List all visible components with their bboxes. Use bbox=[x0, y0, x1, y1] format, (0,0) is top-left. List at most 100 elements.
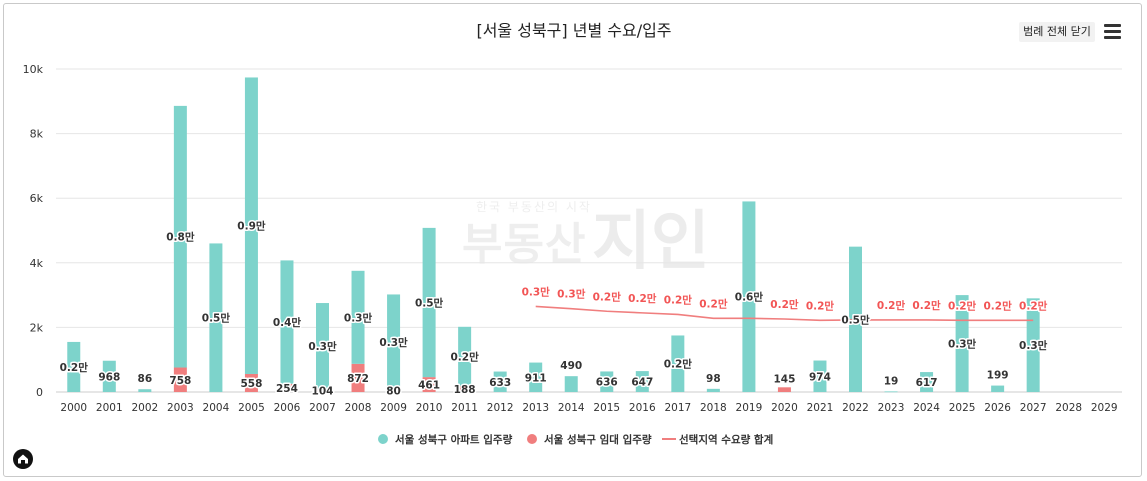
hamburger-menu-icon[interactable] bbox=[1104, 24, 1121, 40]
demand-value-label: 0.2만 bbox=[1019, 299, 1048, 312]
x-tick-label: 2007 bbox=[309, 402, 336, 414]
apartment-bar bbox=[351, 270, 365, 364]
apartment-value-label: 0.3만 bbox=[308, 340, 337, 353]
apartment-bar bbox=[671, 335, 685, 392]
demand-value-label: 0.2만 bbox=[699, 297, 728, 310]
rental-value-label: 558 bbox=[240, 378, 262, 390]
apartment-bar bbox=[955, 295, 969, 392]
rental-value-label: 188 bbox=[454, 384, 476, 396]
x-tick-label: 2005 bbox=[238, 402, 265, 414]
rental-bar bbox=[351, 363, 365, 392]
watermark-text: 부동산 bbox=[462, 219, 587, 270]
x-tick-label: 2003 bbox=[167, 402, 194, 414]
apartment-value-label: 490 bbox=[560, 360, 582, 372]
apartment-value-label: 86 bbox=[138, 373, 153, 385]
x-tick-label: 2026 bbox=[984, 402, 1011, 414]
x-tick-label: 2029 bbox=[1091, 402, 1118, 414]
apartment-value-label: 974 bbox=[809, 371, 831, 383]
apartment-bar bbox=[564, 376, 578, 392]
apartment-value-label: 0.6만 bbox=[735, 291, 764, 304]
x-tick-label: 2019 bbox=[736, 402, 763, 414]
apartment-value-label: 633 bbox=[489, 377, 511, 389]
x-tick-label: 2023 bbox=[878, 402, 905, 414]
axes: 0 2k 4k 6k 8k 10k 2000 2001 2002 2003 2004 2005 2006… bbox=[23, 63, 1118, 414]
apartment-bar bbox=[1026, 298, 1040, 392]
apartment-bar bbox=[884, 391, 898, 393]
y-tick-label: 10k bbox=[23, 63, 44, 76]
x-tick-label: 2004 bbox=[203, 402, 230, 414]
rental-bar bbox=[458, 385, 472, 392]
x-tick-label: 2008 bbox=[345, 402, 372, 414]
watermark-tagline: 한국 부동산의 시작 bbox=[476, 200, 592, 214]
apartment-value-label: 911 bbox=[525, 372, 547, 384]
rental-value-label: 254 bbox=[276, 383, 298, 395]
rental-value-label: 80 bbox=[386, 386, 401, 398]
apartment-bar bbox=[209, 243, 223, 392]
x-tick-label: 2027 bbox=[1020, 402, 1047, 414]
rental-bar bbox=[387, 389, 401, 392]
apartment-bar bbox=[387, 294, 401, 390]
demand-value-label: 0.2만 bbox=[593, 290, 622, 303]
y-tick-label: 0 bbox=[36, 386, 43, 399]
y-tick-label: 4k bbox=[30, 257, 44, 270]
apartment-bar bbox=[529, 362, 543, 392]
x-tick-label: 2012 bbox=[487, 402, 514, 414]
legend-marker bbox=[378, 434, 388, 444]
apartment-bar bbox=[244, 77, 258, 374]
apartment-value-label: 617 bbox=[916, 377, 938, 389]
demand-line-path bbox=[535, 305, 1034, 322]
bar-series bbox=[67, 77, 1040, 393]
apartment-value-label: 0.2만 bbox=[664, 358, 693, 371]
apartment-value-label: 0.5만 bbox=[841, 313, 870, 326]
x-tick-label: 2018 bbox=[700, 402, 727, 414]
grid-lines bbox=[56, 68, 1122, 393]
apartment-value-label: 647 bbox=[631, 377, 653, 389]
apartment-value-label: 636 bbox=[596, 377, 618, 389]
apartment-bar bbox=[173, 105, 187, 368]
x-tick-label: 2020 bbox=[771, 402, 798, 414]
x-tick-label: 2001 bbox=[96, 402, 123, 414]
x-tick-label: 2016 bbox=[629, 402, 656, 414]
x-tick-label: 2024 bbox=[913, 402, 940, 414]
apartment-bar bbox=[280, 260, 294, 384]
x-tick-label: 2025 bbox=[949, 402, 976, 414]
legend[interactable]: 서울 성북구 아파트 입주량 서울 성북구 임대 입주량 선택지역 수요량 합계 bbox=[378, 433, 773, 446]
apartment-bar bbox=[493, 371, 507, 392]
y-tick-label: 2k bbox=[30, 321, 44, 334]
chart-title: [서울 성북구] 년별 수요/입주 bbox=[476, 21, 671, 40]
rental-value-label: 145 bbox=[773, 373, 795, 385]
y-tick-label: 8k bbox=[30, 128, 44, 141]
apartment-bar bbox=[706, 388, 720, 392]
legend-item-label[interactable]: 서울 성북구 아파트 입주량 bbox=[395, 433, 513, 446]
x-tick-label: 2022 bbox=[842, 402, 869, 414]
legend-toggle-button[interactable]: 범례 전체 닫기 bbox=[1019, 22, 1095, 42]
x-tick-label: 2013 bbox=[522, 402, 549, 414]
apartment-value-label: 19 bbox=[884, 375, 899, 387]
rental-value-label: 758 bbox=[169, 375, 191, 387]
apartment-value-label: 0.4만 bbox=[273, 316, 302, 329]
demand-value-label: 0.3만 bbox=[522, 285, 551, 298]
demand-value-label: 0.2만 bbox=[877, 299, 906, 312]
demand-value-label: 0.2만 bbox=[770, 298, 799, 311]
apartment-bar bbox=[316, 303, 329, 389]
demand-value-label: 0.2만 bbox=[984, 299, 1013, 312]
apartment-bar bbox=[138, 389, 152, 392]
legend-item-label[interactable]: 선택지역 수요량 합계 bbox=[679, 433, 773, 446]
apartment-value-label: 199 bbox=[987, 370, 1009, 382]
x-tick-label: 2010 bbox=[416, 402, 443, 414]
apartment-value-label: 0.9만 bbox=[237, 220, 266, 233]
demand-line bbox=[535, 305, 1034, 322]
rental-bar bbox=[244, 373, 258, 392]
rental-value-label: 104 bbox=[312, 385, 334, 397]
apartment-bar bbox=[920, 372, 934, 392]
apartment-value-label: 0.8만 bbox=[166, 231, 195, 244]
apartment-value-label: 0.3만 bbox=[948, 338, 977, 351]
apartment-value-label: 0.5만 bbox=[415, 296, 444, 309]
apartment-value-label: 968 bbox=[98, 371, 120, 383]
rental-bar bbox=[777, 387, 791, 392]
legend-item-label[interactable]: 서울 성북구 임대 입주량 bbox=[544, 433, 652, 446]
x-tick-label: 2011 bbox=[451, 402, 478, 414]
rental-bar bbox=[316, 388, 329, 392]
home-icon[interactable] bbox=[13, 449, 33, 469]
